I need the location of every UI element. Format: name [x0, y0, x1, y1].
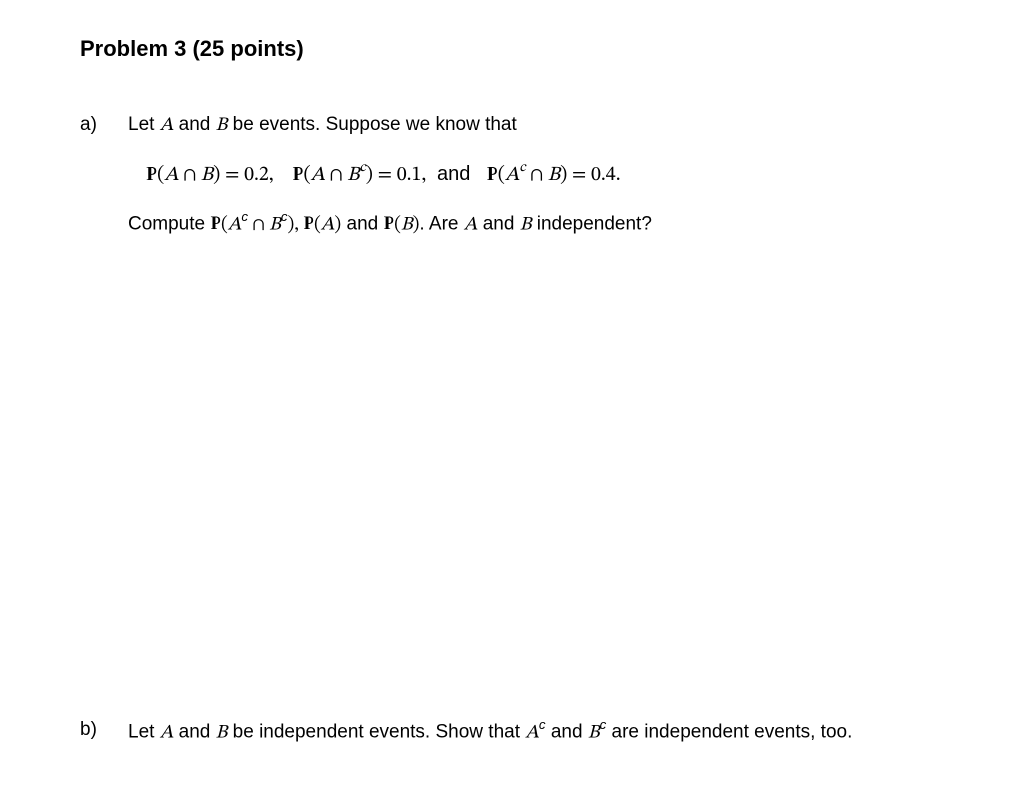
- part-a-equations: P(A ∩ B) = 0.2, P(A ∩ Bc) = 0.1, and P(A…: [146, 159, 944, 190]
- superscript-c: c: [539, 717, 546, 732]
- prob-symbol: P: [383, 210, 394, 239]
- cap: ∩: [325, 165, 347, 185]
- superscript-c: c: [281, 209, 288, 224]
- part-b-body: Let A and B be independent events. Show …: [128, 716, 944, 762]
- math-B: B: [269, 215, 281, 234]
- superscript-c: c: [241, 209, 248, 224]
- prob-symbol: P: [487, 159, 498, 189]
- workspace-gap: [80, 261, 944, 716]
- and-word: and: [437, 163, 476, 185]
- math-B: B: [401, 215, 413, 234]
- part-b: b) Let A and B be independent events. Sh…: [80, 716, 944, 762]
- text: and: [173, 114, 215, 135]
- math-A: A: [464, 215, 478, 234]
- eq: ) = 0.2,: [213, 165, 274, 185]
- paren: ),: [287, 215, 303, 234]
- math-A: A: [311, 165, 325, 185]
- text: Let: [128, 722, 160, 743]
- text: and: [546, 722, 588, 743]
- math-B: B: [216, 724, 228, 743]
- paren: (: [304, 165, 311, 185]
- text: . Are: [419, 213, 463, 234]
- paren: (: [498, 165, 505, 185]
- math-B: B: [216, 116, 228, 135]
- paren: (: [221, 215, 228, 234]
- part-a-body: Let A and B be events. Suppose we know t…: [128, 111, 944, 253]
- eq: ) = 0.1,: [366, 165, 427, 185]
- math-B: B: [520, 215, 532, 234]
- text: Let: [128, 114, 160, 135]
- text: be events. Suppose we know that: [227, 114, 516, 135]
- text: independent?: [531, 213, 651, 234]
- math-Bc: B: [588, 724, 600, 743]
- math-A: A: [505, 165, 519, 185]
- prob-symbol: P: [292, 159, 303, 189]
- text: and: [173, 722, 215, 743]
- math-B: B: [201, 165, 213, 185]
- math-B: B: [548, 165, 560, 185]
- text: Compute: [128, 213, 210, 234]
- paren: (: [394, 215, 401, 234]
- superscript-c: c: [600, 717, 607, 732]
- math-Ac: A: [525, 724, 539, 743]
- text: and: [477, 213, 519, 234]
- cap: ∩: [179, 165, 201, 185]
- text: and: [341, 213, 383, 234]
- prob-symbol: P: [210, 210, 221, 239]
- cap: ∩: [526, 165, 548, 185]
- part-a: a) Let A and B be events. Suppose we kno…: [80, 111, 944, 253]
- math-A: A: [228, 215, 242, 234]
- math-A: A: [321, 215, 335, 234]
- text: are independent events, too.: [606, 722, 852, 743]
- part-b-text: Let A and B be independent events. Show …: [128, 716, 944, 748]
- part-a-intro: Let A and B be events. Suppose we know t…: [128, 111, 944, 141]
- prob-symbol: P: [303, 210, 314, 239]
- part-a-label: a): [80, 111, 128, 253]
- math-A: A: [160, 724, 174, 743]
- text: be independent events. Show that: [227, 722, 525, 743]
- superscript-c: c: [519, 161, 525, 175]
- prob-symbol: P: [146, 159, 157, 189]
- cap: ∩: [248, 215, 269, 234]
- eq: ) = 0.4.: [560, 165, 621, 185]
- math-B: B: [347, 165, 359, 185]
- paren: (: [314, 215, 321, 234]
- part-a-question: Compute P(Ac ∩ Bc), P(A) and P(B). Are A…: [128, 208, 944, 240]
- math-A: A: [160, 116, 174, 135]
- math-A: A: [164, 165, 178, 185]
- problem-title: Problem 3 (25 points): [80, 32, 944, 65]
- part-b-label: b): [80, 716, 128, 762]
- superscript-c: c: [360, 161, 366, 175]
